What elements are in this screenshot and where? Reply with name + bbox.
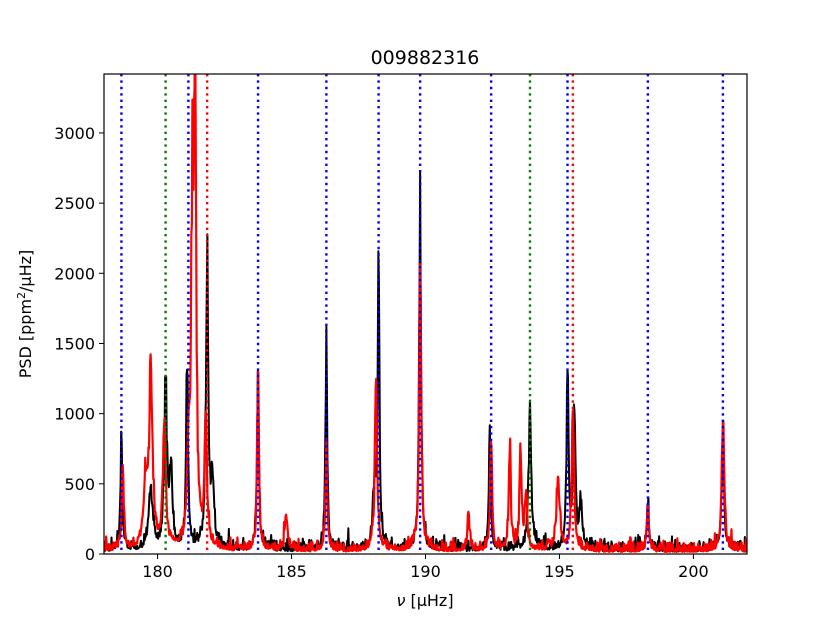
y-tick-label: 2500 (54, 194, 95, 213)
y-axis-label-tail: /μHz] (16, 250, 35, 292)
y-axis-ticks: 0 500 1000 1500 2000 2500 3000 (54, 124, 104, 564)
x-axis-unit: [μHz] (410, 591, 453, 610)
series-layer (104, 74, 747, 554)
series-line-1 (104, 171, 747, 553)
chart-title: 009882316 (371, 47, 480, 69)
series-line-2 (104, 74, 747, 554)
x-tick-label: 195 (544, 562, 575, 581)
x-tick-label: 185 (276, 562, 307, 581)
y-axis-label-sup: 2 (15, 292, 28, 299)
x-tick-label: 180 (142, 562, 173, 581)
y-tick-label: 1500 (54, 334, 95, 353)
y-tick-label: 2000 (54, 264, 95, 283)
x-tick-label: 200 (678, 562, 709, 581)
y-tick-label: 1000 (54, 405, 95, 424)
x-axis-label: ν [μHz] (396, 591, 453, 610)
x-tick-label: 190 (410, 562, 441, 581)
x-axis-symbol: ν (396, 591, 405, 610)
y-tick-label: 0 (85, 545, 95, 564)
y-axis-label: PSD [ppm2/μHz] (15, 250, 36, 379)
x-axis-ticks: 180 185 190 195 200 (142, 554, 709, 581)
y-tick-label: 500 (64, 475, 95, 494)
y-axis-label-main: PSD [ppm (16, 299, 35, 378)
y-tick-label: 3000 (54, 124, 95, 143)
